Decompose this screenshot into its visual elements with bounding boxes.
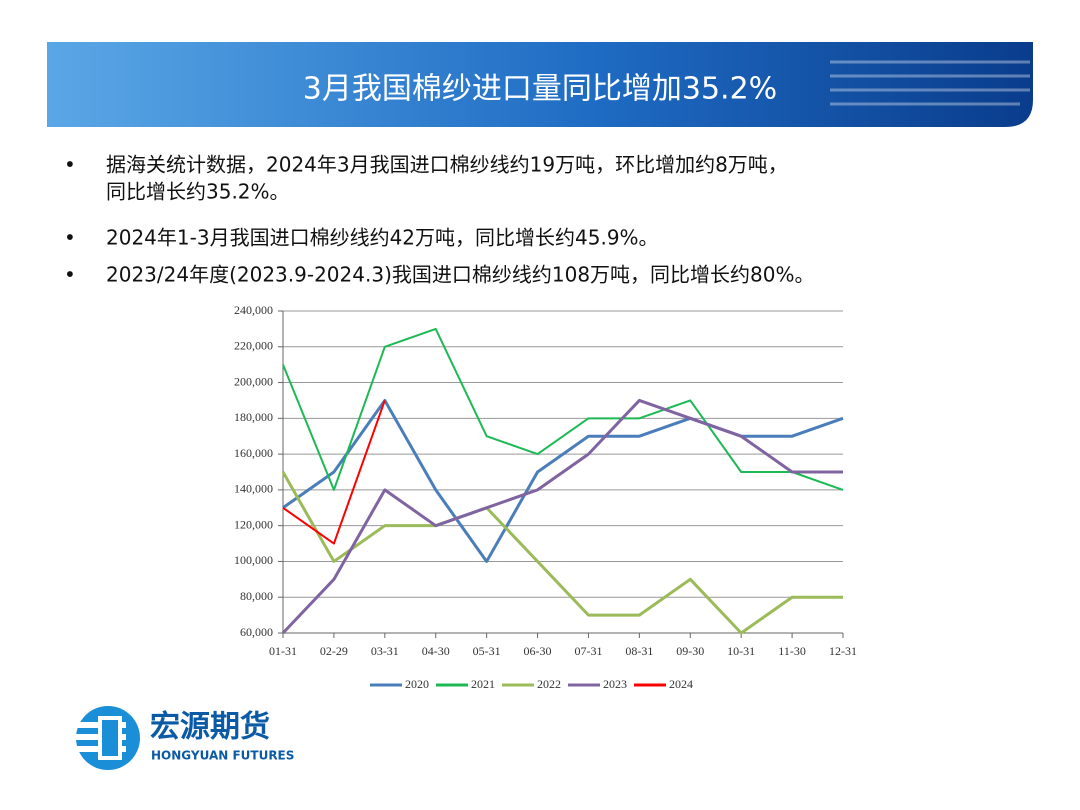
- series-line: [282, 400, 386, 545]
- x-tick-label: 04-30: [422, 644, 450, 658]
- logo-name: 宏源期货: [150, 710, 270, 745]
- x-tick-label: 06-30: [524, 644, 552, 658]
- header: 3月我国棉纱进口量同比增加35.2%: [47, 42, 1033, 127]
- bullet-text: 据海关统计数据，2024年3月我国进口棉纱线约19万吨，环比增加约8万吨，: [106, 153, 788, 177]
- x-tick-label: 05-31: [473, 644, 501, 658]
- legend-label: 2021: [471, 677, 495, 691]
- header-stripes: [830, 60, 1030, 106]
- legend-label: 2024: [669, 677, 693, 691]
- x-tick-label: 07-31: [574, 644, 602, 658]
- series-line: [282, 327, 844, 491]
- bullet-dot: •: [64, 263, 76, 287]
- x-tick-label: 03-31: [371, 644, 399, 658]
- y-tick-label: 160,000: [234, 446, 273, 460]
- chart: 60,000 80,000 100,000 120,000 140,000 160,000…: [234, 303, 857, 691]
- y-tick-label: 80,000: [240, 589, 273, 603]
- series-line: [282, 398, 844, 563]
- legend-label: 2022: [537, 677, 561, 691]
- y-tick-label: 200,000: [234, 374, 273, 388]
- bullet-text: 同比增长约35.2%。: [106, 180, 290, 204]
- y-tick-label: 220,000: [234, 339, 273, 353]
- series-line: [281, 398, 843, 635]
- y-tick-label: 100,000: [234, 553, 273, 567]
- header-banner: [47, 42, 1033, 127]
- x-tick-label: 08-31: [625, 644, 653, 658]
- y-tick-label: 140,000: [234, 482, 273, 496]
- y-tick-label: 240,000: [234, 303, 273, 317]
- logo-english: HONGYUAN FUTURES: [151, 749, 294, 763]
- bullet-text: 2023/24年度(2023.9-2024.3)我国进口棉纱线约108万吨，同比…: [106, 263, 815, 287]
- x-tick-label: 12-31: [829, 644, 857, 658]
- bullet-list: • 据海关统计数据，2024年3月我国进口棉纱线约19万吨，环比增加约8万吨， …: [64, 153, 815, 287]
- bullet-text: 2024年1-3月我国进口棉纱线约42万吨，同比增长约45.9%。: [106, 226, 659, 250]
- y-tick-label: 180,000: [234, 410, 273, 424]
- logo-square: [98, 716, 122, 760]
- slide-title: 3月我国棉纱进口量同比增加35.2%: [303, 72, 777, 107]
- x-tick-label: 01-31: [269, 644, 297, 658]
- series-line: [281, 471, 843, 635]
- x-tick-label: 09-30: [676, 644, 704, 658]
- x-tick-label: 11-30: [778, 644, 806, 658]
- logo: 宏源期货 HONGYUAN FUTURES: [74, 706, 294, 770]
- legend-label: 2023: [603, 677, 627, 691]
- y-tick-label: 60,000: [240, 625, 273, 639]
- bullet-dot: •: [64, 153, 76, 177]
- legend-label: 2020: [405, 677, 429, 691]
- x-tick-label: 02-29: [320, 644, 348, 658]
- bullet-dot: •: [64, 226, 76, 250]
- y-tick-label: 120,000: [234, 517, 273, 531]
- x-tick-label: 10-31: [727, 644, 755, 658]
